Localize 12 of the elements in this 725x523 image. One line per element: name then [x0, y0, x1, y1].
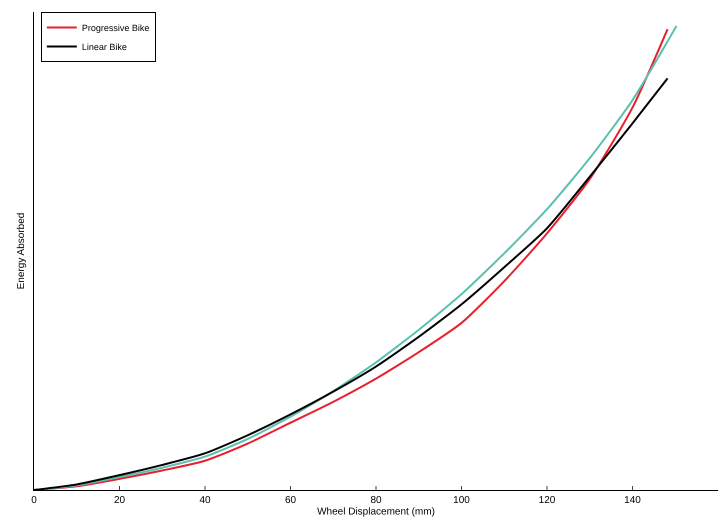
x-tick-label: 40 — [199, 495, 211, 506]
x-tick-label: 120 — [538, 495, 556, 506]
x-tick-label: 140 — [624, 495, 642, 506]
x-tick-label: 60 — [284, 495, 296, 506]
x-tick-label: 0 — [31, 495, 38, 506]
x-axis-title: Wheel Displacement (mm) — [317, 506, 435, 518]
y-axis-title: Energy Absorbed — [16, 212, 27, 290]
x-tick-label: 20 — [114, 495, 126, 506]
x-tick-label: 80 — [370, 495, 382, 506]
x-tick-label: 100 — [453, 495, 470, 506]
legend-label: Linear Bike — [82, 42, 127, 52]
legend-label: Progressive Bike — [82, 23, 150, 34]
